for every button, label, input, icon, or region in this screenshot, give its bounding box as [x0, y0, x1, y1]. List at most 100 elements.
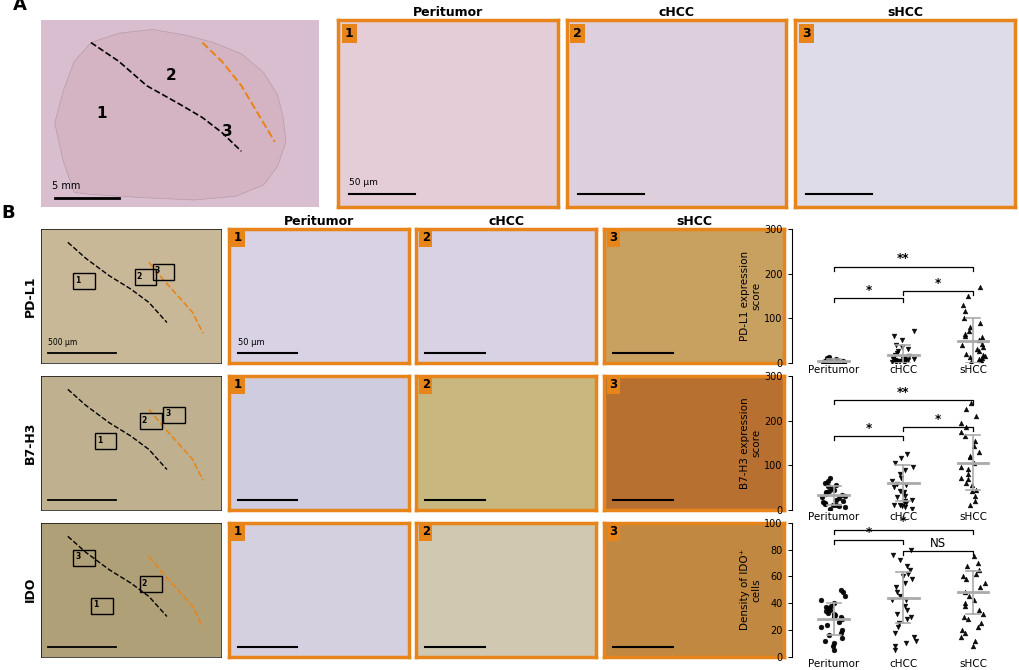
Point [834, 357, 850, 368]
Point [823, 641, 840, 651]
Point [888, 348, 904, 358]
Title: cHCC: cHCC [658, 6, 694, 19]
Text: 2: 2 [137, 272, 142, 281]
Point [899, 355, 915, 366]
Point [817, 357, 834, 368]
Text: 50 μm: 50 μm [350, 178, 378, 187]
Text: 3: 3 [165, 409, 170, 418]
Point [967, 568, 983, 579]
Point [832, 627, 848, 638]
Point [896, 495, 912, 506]
Point [832, 357, 848, 368]
Text: 2: 2 [142, 416, 147, 425]
Point [969, 604, 985, 615]
Point [960, 325, 976, 336]
Text: 3: 3 [75, 552, 81, 561]
Point [896, 353, 912, 364]
Point [903, 503, 919, 514]
Point [959, 614, 975, 624]
Point [834, 587, 850, 598]
Point [819, 356, 836, 366]
Point [833, 490, 849, 500]
Point [889, 492, 905, 502]
Point [974, 608, 990, 619]
Point [817, 357, 834, 368]
Point [896, 465, 912, 476]
Point [897, 638, 913, 649]
Point [901, 564, 917, 575]
Point [824, 357, 841, 368]
Y-axis label: Density of IDO⁺
cells: Density of IDO⁺ cells [740, 549, 761, 630]
Point [819, 486, 836, 496]
Point [887, 582, 903, 592]
Text: 1: 1 [233, 378, 242, 391]
Text: *: * [864, 526, 871, 539]
Point [898, 448, 914, 459]
Point [894, 488, 910, 499]
Point [903, 494, 919, 505]
Point [817, 606, 834, 616]
Point [892, 453, 908, 464]
Point [819, 603, 836, 614]
Point [883, 549, 900, 560]
Point [956, 587, 972, 598]
Point [830, 356, 847, 367]
Point [956, 306, 972, 317]
Point [956, 330, 972, 341]
Point [897, 480, 913, 490]
Point [824, 638, 841, 649]
Point [891, 486, 907, 496]
Point [957, 574, 973, 584]
Point [953, 462, 969, 472]
Point [891, 500, 907, 511]
Point [899, 344, 915, 354]
Point [889, 608, 905, 619]
Point [900, 350, 916, 361]
Point [827, 500, 844, 511]
Point [954, 299, 970, 310]
Point [956, 600, 972, 611]
Point [905, 631, 921, 642]
Point [833, 624, 849, 635]
Text: 1: 1 [233, 231, 242, 244]
Y-axis label: B7-H3 expression
score: B7-H3 expression score [739, 397, 761, 488]
Y-axis label: IDO: IDO [23, 577, 37, 602]
Point [895, 571, 911, 582]
Text: B: B [1, 204, 14, 222]
Title: sHCC: sHCC [887, 6, 922, 19]
Point [966, 436, 982, 446]
Point [887, 627, 903, 638]
Text: *: * [934, 277, 941, 290]
Point [971, 281, 987, 292]
Point [972, 618, 988, 628]
Point [888, 357, 904, 368]
Text: *: * [864, 422, 871, 435]
Text: *: * [864, 283, 871, 297]
Point [823, 483, 840, 494]
Point [897, 498, 913, 509]
Point [884, 330, 901, 341]
Text: A: A [13, 0, 26, 15]
Point [891, 591, 907, 602]
Point [815, 478, 832, 488]
Point [825, 608, 842, 619]
Text: 500 μm: 500 μm [48, 338, 77, 347]
Point [957, 478, 973, 488]
Point [965, 595, 981, 606]
Text: 3: 3 [609, 378, 616, 391]
Point [889, 622, 905, 632]
Point [905, 326, 921, 337]
Point [836, 502, 852, 513]
Text: 1: 1 [75, 276, 81, 285]
Text: 3: 3 [154, 267, 159, 275]
Point [818, 619, 835, 630]
Text: 2: 2 [421, 231, 429, 244]
Text: 3: 3 [609, 231, 616, 244]
Point [961, 500, 977, 511]
Point [956, 431, 972, 442]
Point [883, 354, 900, 365]
Title: Peritumor: Peritumor [413, 6, 483, 19]
Point [833, 614, 849, 624]
Point [819, 355, 836, 366]
Point [976, 350, 993, 361]
